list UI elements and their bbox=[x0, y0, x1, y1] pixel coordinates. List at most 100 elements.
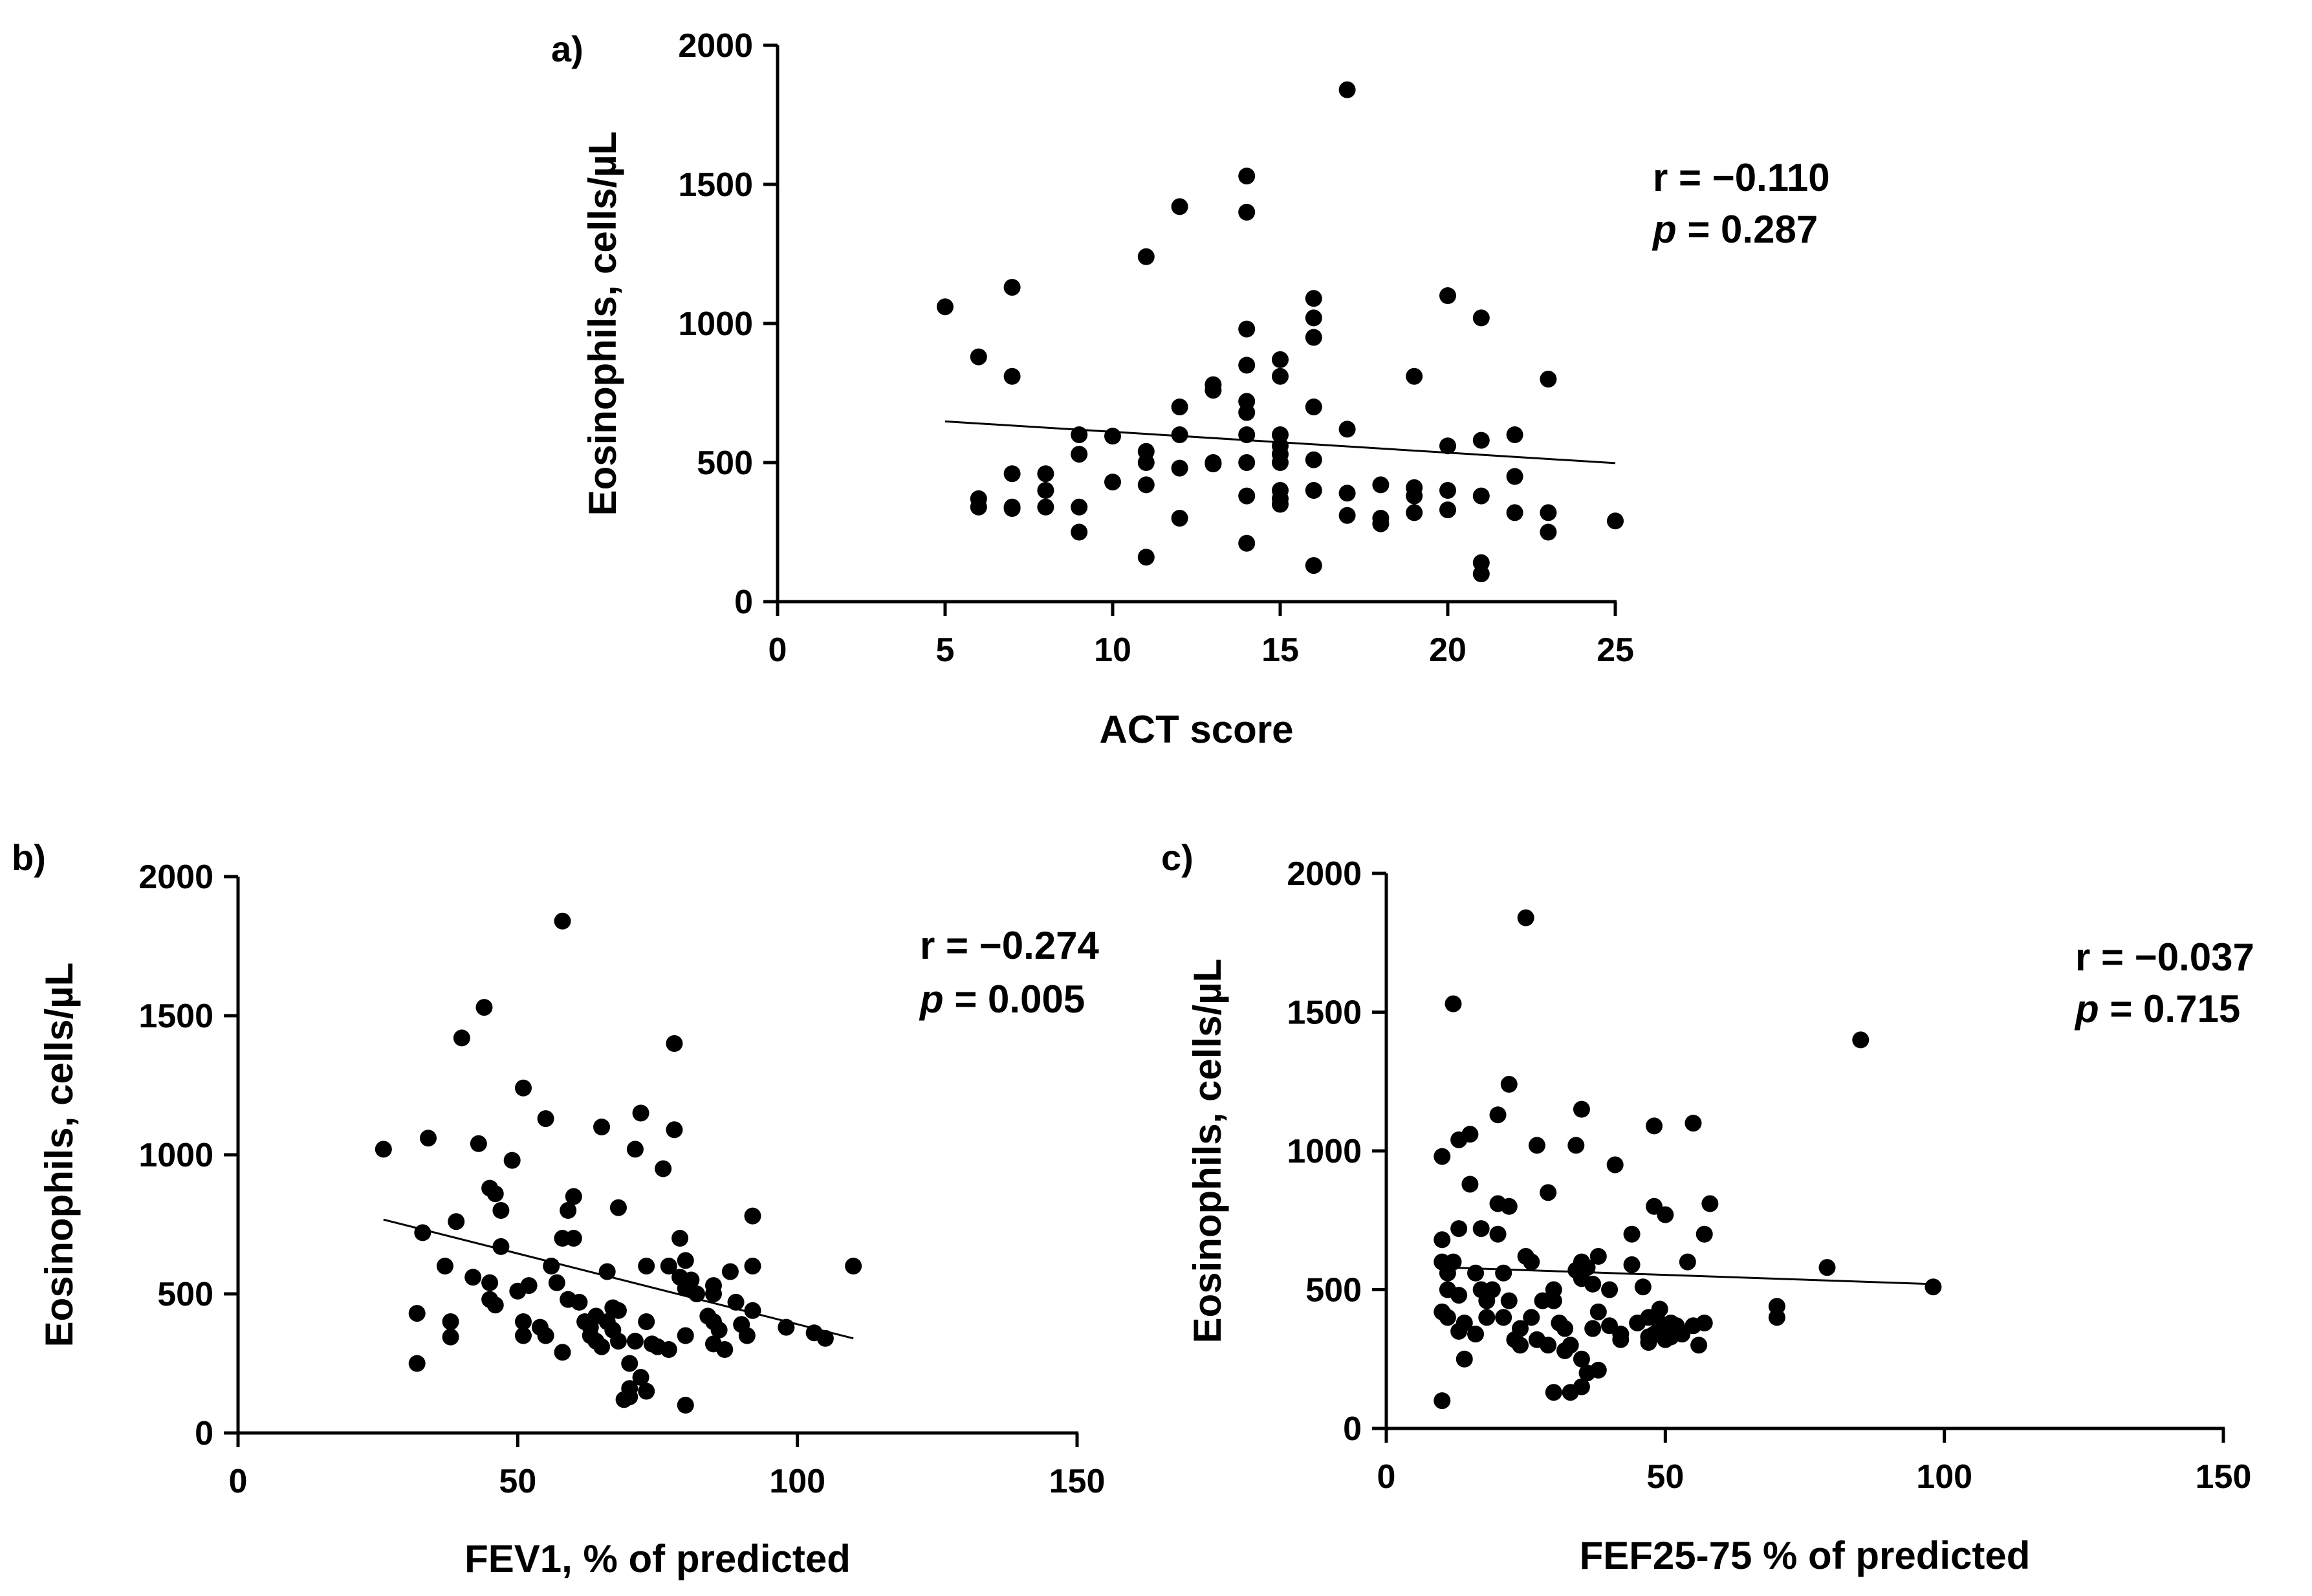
p3-data-point bbox=[1925, 1278, 1942, 1296]
p2-data-point bbox=[677, 1327, 694, 1344]
p1-data-point bbox=[1037, 465, 1054, 483]
p1-r-value: r = −0.110 bbox=[1653, 156, 1830, 199]
p2-x-tick-label: 100 bbox=[769, 1463, 825, 1500]
p2-p-number: = 0.005 bbox=[944, 978, 1085, 1021]
p3-data-point bbox=[1540, 1337, 1557, 1354]
p2-data-point bbox=[408, 1305, 426, 1322]
p2-data-point bbox=[609, 1333, 627, 1350]
p2-data-point bbox=[816, 1329, 834, 1347]
p3-data-point bbox=[1434, 1231, 1451, 1249]
p3-data-point bbox=[1472, 1220, 1490, 1238]
p3-data-point bbox=[1612, 1331, 1630, 1348]
p3-x-tick-label: 150 bbox=[2196, 1458, 2252, 1496]
p2-data-point bbox=[710, 1321, 728, 1339]
p3-data-point bbox=[1601, 1281, 1619, 1298]
p3-data-point bbox=[1456, 1314, 1473, 1331]
p2-data-point bbox=[632, 1104, 649, 1122]
p3-data-point bbox=[1445, 995, 1462, 1012]
p3-data-point bbox=[1685, 1115, 1702, 1132]
p3-x-tick-label: 0 bbox=[1377, 1458, 1396, 1496]
p3-data-point bbox=[1646, 1117, 1663, 1135]
p1-data-point bbox=[1137, 248, 1155, 265]
p3-data-point bbox=[1589, 1361, 1607, 1379]
p1-data-point bbox=[1372, 515, 1390, 532]
p2-data-point bbox=[621, 1355, 638, 1372]
p1-data-point bbox=[1506, 468, 1523, 485]
p1-data-point bbox=[1071, 498, 1088, 516]
p1-data-point bbox=[1071, 523, 1088, 541]
p3-data-point bbox=[1852, 1031, 1870, 1049]
p1-data-point bbox=[1003, 499, 1021, 517]
p3-data-point bbox=[1584, 1320, 1602, 1337]
p2-data-point bbox=[721, 1263, 739, 1280]
p2-data-point bbox=[666, 1035, 683, 1052]
p2-data-point bbox=[593, 1119, 611, 1135]
p1-data-point bbox=[1037, 482, 1054, 499]
p3-p-letter: p bbox=[2074, 987, 2099, 1031]
p2-data-point bbox=[738, 1327, 756, 1344]
p3-data-point bbox=[1523, 1253, 1540, 1271]
p2-data-point bbox=[571, 1293, 588, 1311]
p3-y-tick-label: 0 bbox=[1343, 1410, 1362, 1448]
p2-data-point bbox=[448, 1213, 465, 1230]
p2-data-point bbox=[626, 1141, 644, 1158]
p2-data-point bbox=[548, 1274, 565, 1291]
p2-data-point bbox=[514, 1327, 532, 1344]
p2-data-point bbox=[655, 1160, 672, 1177]
p1-data-point bbox=[1171, 459, 1188, 477]
p3-r-value: r = −0.037 bbox=[2075, 935, 2254, 979]
p1-data-point bbox=[1238, 534, 1256, 552]
p3-data-point bbox=[1545, 1384, 1562, 1401]
p3-y-axis-title: Eosinophils, cells/µL bbox=[1186, 959, 1229, 1344]
p1-data-point bbox=[1372, 476, 1390, 494]
p1-data-point bbox=[1205, 455, 1222, 473]
p2-data-point bbox=[626, 1333, 644, 1350]
p2-data-point bbox=[470, 1135, 487, 1152]
p3-data-point bbox=[1467, 1264, 1485, 1282]
p1-data-point bbox=[1607, 512, 1624, 530]
p3-data-point bbox=[1495, 1309, 1512, 1326]
p2-panel-label: b) bbox=[12, 837, 46, 878]
p1-data-point bbox=[1171, 426, 1188, 443]
p2-data-point bbox=[419, 1130, 437, 1147]
p3-data-point bbox=[1483, 1281, 1501, 1298]
p2-data-point bbox=[492, 1238, 510, 1255]
p3-data-point bbox=[1489, 1106, 1507, 1124]
p3-y-tick-label: 2000 bbox=[1287, 855, 1362, 893]
p2-data-point bbox=[514, 1079, 532, 1097]
p3-regression-line bbox=[1447, 1266, 1934, 1285]
p2-data-point bbox=[609, 1302, 627, 1319]
p1-data-point bbox=[1238, 168, 1256, 185]
p1-data-point bbox=[1305, 557, 1322, 574]
p3-data-point bbox=[1450, 1287, 1468, 1304]
p3-data-point bbox=[1478, 1309, 1496, 1326]
p2-data-point bbox=[554, 1344, 571, 1361]
p3-data-point bbox=[1651, 1300, 1668, 1318]
p2-data-point bbox=[560, 1202, 577, 1219]
p1-y-tick-label: 1000 bbox=[678, 305, 753, 343]
p1-data-point bbox=[1305, 309, 1322, 327]
p2-p-letter: p bbox=[919, 978, 944, 1021]
p2-x-axis-title: FEV1, % of predicted bbox=[464, 1537, 851, 1580]
p3-data-point bbox=[1623, 1256, 1641, 1273]
p1-data-point bbox=[1205, 382, 1222, 399]
p1-data-point bbox=[1338, 81, 1356, 98]
p2-p-value: p = 0.005 bbox=[919, 978, 1085, 1021]
p1-data-point bbox=[1305, 329, 1322, 346]
p2-data-point bbox=[632, 1369, 649, 1386]
p3-y-tick-label: 1000 bbox=[1287, 1133, 1362, 1170]
p3-data-point bbox=[1589, 1303, 1607, 1320]
p1-data-point bbox=[1272, 454, 1289, 471]
p2-data-point bbox=[436, 1258, 453, 1274]
p3-data-point bbox=[1512, 1320, 1529, 1337]
p3-data-point bbox=[1701, 1195, 1719, 1212]
p3-data-point bbox=[1606, 1156, 1624, 1174]
p3-data-point bbox=[1657, 1206, 1674, 1223]
p2-data-point bbox=[453, 1029, 470, 1047]
p1-data-point bbox=[1338, 485, 1356, 502]
p1-data-point bbox=[1137, 454, 1155, 471]
p1-p-value: p = 0.287 bbox=[1652, 208, 1818, 251]
p1-data-point bbox=[1171, 198, 1188, 215]
p2-data-point bbox=[660, 1258, 677, 1274]
